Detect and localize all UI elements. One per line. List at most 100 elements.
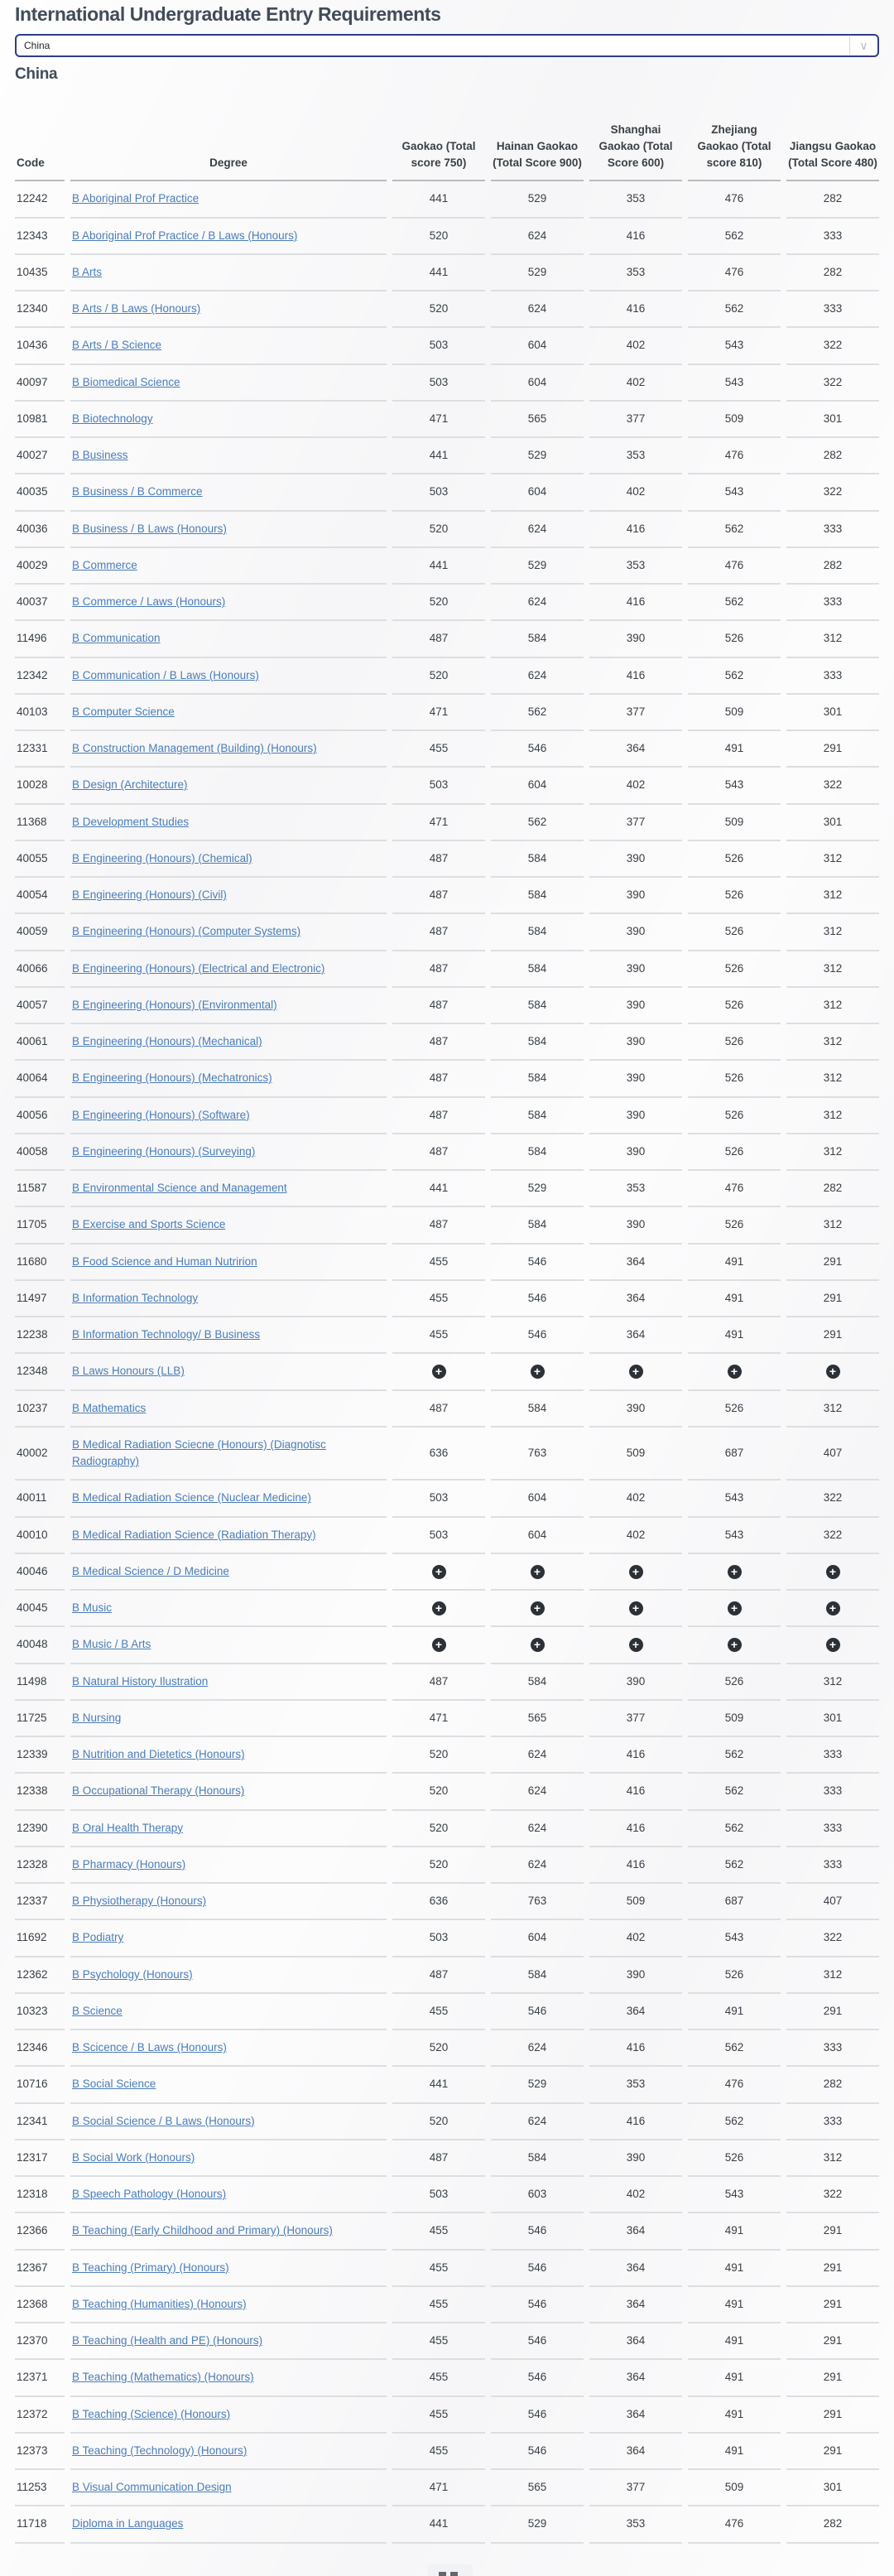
degree-link[interactable]: B Teaching (Health and PE) (Honours) <box>72 2334 263 2347</box>
degree-cell: B Pharmacy (Honours) <box>70 1847 387 1885</box>
score-cell: 636 <box>392 1428 485 1481</box>
degree-link[interactable]: B Aboriginal Prof Practice / B Laws (Hon… <box>72 229 298 242</box>
degree-link[interactable]: B Business <box>72 449 128 462</box>
degree-link[interactable]: B Natural History Ilustration <box>72 1674 209 1688</box>
plus-circle-icon[interactable]: + <box>628 1365 643 1379</box>
degree-link[interactable]: B Medical Radiation Sciecne (Honours) (D… <box>72 1437 326 1468</box>
score-cell: 509 <box>589 1428 682 1481</box>
degree-link[interactable]: B Social Science / B Laws (Honours) <box>72 2114 255 2127</box>
plus-circle-icon[interactable]: + <box>727 1365 742 1379</box>
degree-link[interactable]: B Engineering (Honours) (Software) <box>72 1108 250 1121</box>
degree-link[interactable]: B Teaching (Primary) (Honours) <box>72 2261 229 2274</box>
degree-link[interactable]: B Biomedical Science <box>72 375 180 388</box>
degree-link[interactable]: B Teaching (Technology) (Honours) <box>72 2444 248 2457</box>
degree-link[interactable]: B Information Technology/ B Business <box>72 1328 261 1341</box>
degree-link[interactable]: B Medical Science / D Medicine <box>72 1564 229 1577</box>
degree-link[interactable]: B Medical Radiation Science (Nuclear Med… <box>72 1491 311 1505</box>
degree-link[interactable]: B Arts <box>72 265 103 278</box>
degree-link[interactable]: B Engineering (Honours) (Mechatronics) <box>72 1071 272 1085</box>
plus-circle-icon[interactable]: + <box>727 1564 742 1579</box>
degree-link[interactable]: B Teaching (Mathematics) (Honours) <box>72 2371 254 2384</box>
plus-circle-icon[interactable]: + <box>530 1638 545 1653</box>
degree-link[interactable]: B Engineering (Honours) (Civil) <box>72 888 227 902</box>
plus-circle-icon[interactable]: + <box>727 1638 742 1653</box>
degree-link[interactable]: B Teaching (Early Childhood and Primary)… <box>72 2224 333 2237</box>
degree-link[interactable]: B Business / B Commerce <box>72 485 203 498</box>
degree-link[interactable]: B Engineering (Honours) (Electrical and … <box>72 961 325 975</box>
degree-link[interactable]: B Social Science <box>72 2078 156 2091</box>
degree-link[interactable]: B Occupational Therapy (Honours) <box>72 1784 245 1798</box>
plus-circle-icon[interactable]: + <box>825 1564 840 1579</box>
degree-link[interactable]: B Teaching (Science) (Honours) <box>72 2407 231 2420</box>
degree-link[interactable]: B Nutrition and Dietetics (Honours) <box>72 1748 245 1761</box>
plus-circle-icon[interactable]: + <box>431 1638 446 1653</box>
degree-link[interactable]: B Laws Honours (LLB) <box>72 1365 185 1378</box>
degree-link[interactable]: B Oral Health Therapy <box>72 1821 184 1834</box>
plus-circle-icon[interactable]: + <box>431 1365 446 1379</box>
degree-code: 10435 <box>15 255 65 292</box>
degree-link[interactable]: B Information Technology <box>72 1291 199 1304</box>
table-row: 10028 B Design (Architecture) 503 604 402 543… <box>15 768 879 805</box>
degree-link[interactable]: B Communication <box>72 632 161 645</box>
degree-link[interactable]: B Aboriginal Prof Practice <box>72 192 199 205</box>
plus-circle-icon[interactable]: + <box>825 1638 840 1653</box>
degree-link[interactable]: B Arts / B Laws (Honours) <box>72 302 201 315</box>
plus-circle-icon[interactable]: + <box>431 1564 446 1579</box>
degree-link[interactable]: B Commerce / Laws (Honours) <box>72 595 226 609</box>
table-row: 40027 B Business 441 529 353 476 282 <box>15 438 879 475</box>
degree-link[interactable]: B Exercise and Sports Science <box>72 1218 226 1231</box>
degree-link[interactable]: B Engineering (Honours) (Mechanical) <box>72 1035 262 1048</box>
degree-link[interactable]: B Music / B Arts <box>72 1638 151 1651</box>
plus-circle-icon[interactable]: + <box>628 1601 643 1616</box>
degree-link[interactable]: B Podiatry <box>72 1931 124 1944</box>
degree-link[interactable]: B Mathematics <box>72 1401 147 1414</box>
degree-link[interactable]: B Computer Science <box>72 705 175 718</box>
plus-circle-icon[interactable]: + <box>530 1564 545 1579</box>
degree-link[interactable]: B Commerce <box>72 558 137 571</box>
score-cell: 333 <box>786 1811 879 1847</box>
degree-link[interactable]: B Development Studies <box>72 815 190 828</box>
degree-link[interactable]: B Biotechnology <box>72 412 153 425</box>
degree-link[interactable]: B Nursing <box>72 1711 122 1724</box>
plus-circle-icon[interactable]: + <box>825 1601 840 1616</box>
plus-circle-icon[interactable]: + <box>530 1365 545 1379</box>
plus-circle-icon[interactable]: + <box>431 1601 446 1616</box>
plus-circle-icon[interactable]: + <box>628 1638 643 1653</box>
plus-circle-icon[interactable]: + <box>727 1601 742 1616</box>
chevron-down-icon[interactable]: ∨ <box>849 36 877 55</box>
degree-link[interactable]: B Pharmacy (Honours) <box>72 1857 186 1871</box>
degree-link[interactable]: B Communication / B Laws (Honours) <box>72 668 259 681</box>
degree-link[interactable]: B Design (Architecture) <box>72 778 188 792</box>
degree-link[interactable]: B Speech Pathology (Honours) <box>72 2188 227 2201</box>
degree-code: 40061 <box>15 1024 65 1062</box>
score-cell: 416 <box>589 1737 682 1774</box>
degree-link[interactable]: B Science <box>72 2004 123 2017</box>
score-cell: 584 <box>491 2140 584 2178</box>
degree-link[interactable]: B Construction Management (Building) (Ho… <box>72 742 317 755</box>
degree-link[interactable]: B Music <box>72 1601 113 1615</box>
degree-link[interactable]: B Social Work (Honours) <box>72 2150 195 2164</box>
degree-link[interactable]: B Medical Radiation Science (Radiation T… <box>72 1528 316 1541</box>
degree-link[interactable]: B Engineering (Honours) (Environmental) <box>72 998 277 1011</box>
degree-link[interactable]: Diploma in Languages <box>72 2517 184 2530</box>
degree-link[interactable]: B Engineering (Honours) (Computer System… <box>72 925 301 938</box>
score-cell: 584 <box>491 951 584 988</box>
score-cell: 503 <box>392 1518 485 1554</box>
degree-link[interactable]: B Arts / B Science <box>72 339 162 352</box>
degree-link[interactable]: B Engineering (Honours) (Chemical) <box>72 851 252 864</box>
degree-link[interactable]: B Scicence / B Laws (Honours) <box>72 2041 227 2054</box>
degree-link[interactable]: B Business / B Laws (Honours) <box>72 522 227 535</box>
plus-circle-icon[interactable]: + <box>825 1365 840 1379</box>
degree-link[interactable]: B Physiotherapy (Honours) <box>72 1895 207 1908</box>
degree-link[interactable]: B Environmental Science and Management <box>72 1182 287 1195</box>
score-cell: 509 <box>589 1884 682 1921</box>
score-cell: 624 <box>491 585 584 622</box>
country-select[interactable]: China ∨ <box>15 33 879 57</box>
degree-link[interactable]: B Teaching (Humanities) (Honours) <box>72 2297 247 2310</box>
degree-link[interactable]: B Food Science and Human Nutririon <box>72 1254 257 1268</box>
plus-circle-icon[interactable]: + <box>530 1601 545 1616</box>
degree-link[interactable]: B Visual Communication Design <box>72 2481 232 2494</box>
degree-link[interactable]: B Engineering (Honours) (Surveying) <box>72 1144 256 1158</box>
degree-link[interactable]: B Psychology (Honours) <box>72 1967 193 1981</box>
plus-circle-icon[interactable]: + <box>628 1564 643 1579</box>
